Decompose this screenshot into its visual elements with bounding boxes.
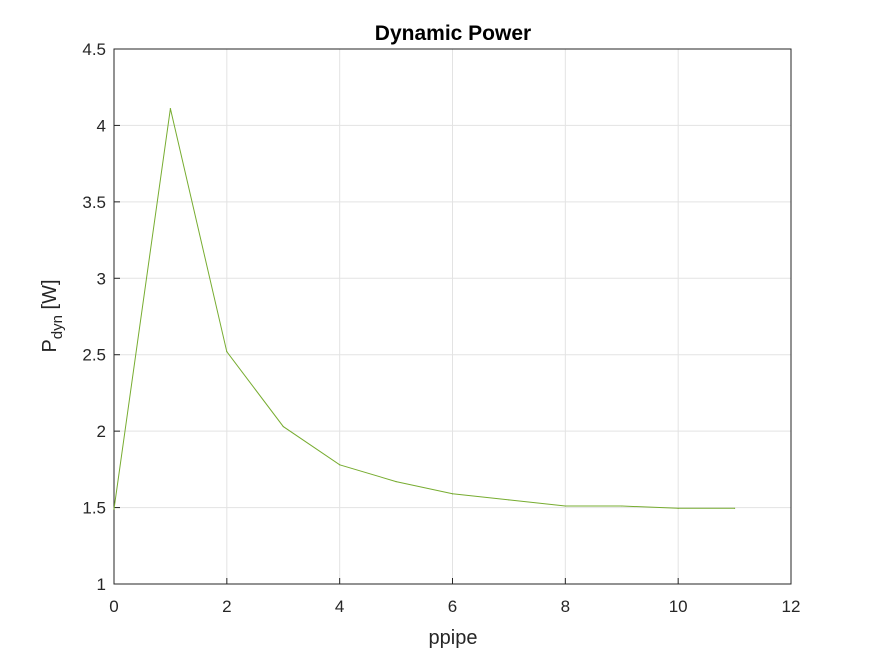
y-axis-label: Pdyn [W] bbox=[39, 279, 66, 352]
x-tick-label: 4 bbox=[335, 597, 344, 616]
y-tick-label: 2.5 bbox=[82, 346, 106, 365]
data-point bbox=[169, 108, 172, 110]
data-point bbox=[733, 507, 736, 509]
series-group bbox=[113, 108, 736, 510]
y-axis-label-unit: [W] bbox=[39, 279, 61, 315]
y-axis-label-subscript: dyn bbox=[49, 315, 66, 339]
y-tick-label: 4.5 bbox=[82, 40, 106, 59]
data-point bbox=[339, 464, 341, 466]
y-tick-label: 4 bbox=[97, 116, 106, 135]
data-point bbox=[677, 507, 679, 509]
series-line bbox=[113, 108, 735, 510]
y-axis-label-main: P bbox=[39, 339, 61, 352]
chart-title: Dynamic Power bbox=[375, 22, 531, 45]
y-axis: 1 1.5 2 2.5 3 3.5 4 4.5 bbox=[82, 40, 120, 594]
y-tick-label: 2 bbox=[97, 422, 106, 441]
data-point bbox=[395, 480, 397, 483]
x-tick-label: 6 bbox=[448, 597, 457, 616]
grid bbox=[113, 48, 792, 585]
x-axis-label: ppipe bbox=[429, 627, 478, 649]
y-tick-label: 3.5 bbox=[82, 193, 106, 212]
data-point bbox=[451, 493, 454, 495]
x-tick-label: 10 bbox=[669, 597, 688, 616]
y-tick-label: 1.5 bbox=[82, 499, 106, 518]
x-tick-label: 2 bbox=[222, 597, 231, 616]
x-tick-label: 8 bbox=[561, 597, 570, 616]
data-point bbox=[508, 499, 510, 501]
data-point bbox=[282, 425, 284, 428]
x-tick-label: 0 bbox=[109, 597, 118, 616]
x-tick-label: 12 bbox=[782, 597, 801, 616]
x-axis: 0 2 4 6 8 10 12 bbox=[109, 578, 800, 616]
data-point bbox=[113, 508, 115, 510]
data-point bbox=[621, 505, 623, 507]
data-point bbox=[226, 351, 228, 353]
y-tick-label: 3 bbox=[97, 269, 106, 288]
data-point bbox=[564, 505, 566, 507]
y-tick-label: 1 bbox=[97, 575, 106, 594]
